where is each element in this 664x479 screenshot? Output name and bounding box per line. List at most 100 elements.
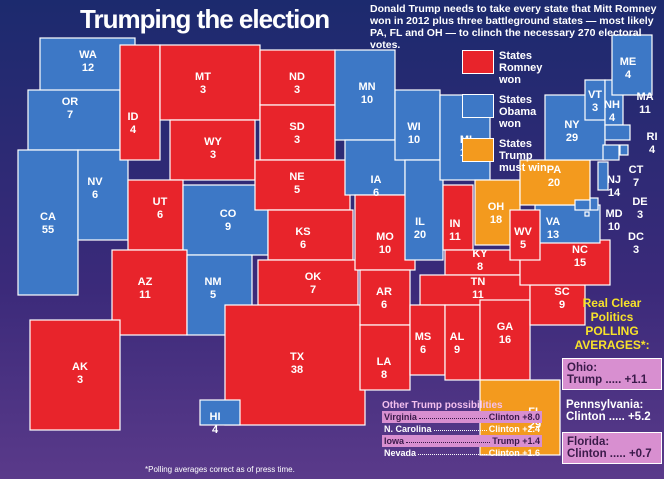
state-abbr: KY (472, 248, 488, 260)
state (334, 49, 396, 141)
possibility-result: Trump +1.4 (492, 436, 540, 446)
possibilities-rows: Virginia Clinton +8.0 N. Carolina Clinton +… (382, 411, 542, 459)
legend-item: States Obama won (462, 94, 559, 130)
leader (418, 412, 487, 419)
legend-swatch (462, 50, 494, 74)
state-votes: 11 (639, 104, 651, 116)
state-abbr: AK (72, 361, 88, 373)
legend-item: States Romney won (462, 50, 559, 86)
possibility-row: Iowa Trump +1.4 (382, 435, 542, 447)
state-abbr: OH (488, 201, 505, 213)
state-abbr: SD (289, 121, 304, 133)
state (404, 159, 444, 261)
state (119, 44, 161, 161)
state (444, 304, 481, 381)
state-abbr: VA (546, 216, 561, 228)
state-abbr: AR (376, 286, 392, 298)
state-votes: 15 (574, 257, 586, 269)
state-abbr: PA (547, 164, 562, 176)
state-votes: 8 (477, 261, 483, 273)
state-abbr: NJ (607, 174, 621, 186)
state-votes: 3 (633, 244, 639, 256)
legend-item: States Trump must win (462, 138, 559, 174)
state-votes: 3 (637, 209, 643, 221)
state-abbr: NV (87, 176, 103, 188)
state-abbr: MS (415, 331, 432, 343)
state-abbr: ME (620, 56, 637, 68)
state-votes: 3 (592, 102, 598, 114)
polling-heading: POLLING AVERAGES*: (574, 324, 650, 352)
state (574, 199, 591, 211)
poll-result: Clinton ..... +0.7 (567, 448, 652, 460)
state-abbr: WA (79, 49, 97, 61)
polling-box: Real Clear Politics POLLING AVERAGES*: O… (562, 296, 662, 464)
state (602, 144, 620, 161)
possibility-result: Clinton +1.6 (488, 448, 540, 458)
possibility-result: Clinton +2.4 (488, 424, 540, 434)
state-votes: 20 (548, 177, 560, 189)
state-abbr: KS (295, 226, 310, 238)
state (159, 44, 261, 121)
state-abbr: TX (290, 351, 305, 363)
state (519, 159, 591, 206)
state-abbr: VT (588, 89, 602, 101)
possibility-row: Nevada Clinton +1.6 (382, 447, 542, 459)
state (169, 119, 256, 181)
possibilities-heading: Other Trump possibilities (382, 400, 503, 411)
state-abbr: OK (305, 271, 322, 283)
poll-row: Ohio: Trump ..... +1.1 (562, 358, 662, 390)
state-votes: 18 (490, 214, 502, 226)
state (199, 399, 241, 426)
state-votes: 9 (559, 299, 565, 311)
state (611, 34, 653, 96)
legend-label: States Obama won (499, 94, 537, 130)
legend: States Romney won States Obama won States … (462, 50, 559, 182)
state (519, 239, 611, 286)
state (604, 124, 631, 141)
state-abbr: DC (628, 231, 644, 243)
state (259, 49, 336, 106)
state-votes: 4 (649, 144, 656, 156)
state-votes: 6 (92, 189, 98, 201)
state (442, 184, 474, 251)
description: Donald Trump needs to take every state t… (370, 3, 657, 51)
state (29, 319, 121, 431)
state-abbr: RI (647, 131, 658, 143)
state (589, 197, 599, 211)
poll-state: Florida: (567, 436, 610, 448)
state-votes: 7 (67, 109, 73, 121)
state-abbr: MO (376, 231, 394, 243)
state (509, 209, 541, 261)
state-abbr: MN (358, 81, 375, 93)
state-abbr: IA (371, 174, 382, 186)
possibilities: Other Trump possibilities Virginia Clinto… (382, 400, 542, 459)
poll-result: Trump ..... +1.1 (567, 374, 648, 386)
state-abbr: WV (514, 226, 532, 238)
legend-label: States Romney won (499, 50, 543, 86)
state-votes: 6 (381, 299, 387, 311)
state-abbr: MD (605, 208, 622, 220)
state-abbr: OR (62, 96, 79, 108)
state (597, 161, 609, 191)
state-votes: 38 (291, 364, 303, 376)
legend-swatch (462, 138, 494, 162)
state-votes: 5 (210, 289, 216, 301)
state (77, 149, 129, 241)
state-abbr: SC (554, 286, 569, 298)
state-votes: 20 (414, 229, 426, 241)
state-abbr: NM (204, 276, 221, 288)
state-abbr: DE (632, 196, 647, 208)
state-votes: 6 (157, 209, 163, 221)
title: Trumping the election (80, 4, 330, 34)
state-abbr: ID (128, 111, 139, 123)
state (257, 259, 359, 306)
state-votes: 3 (210, 149, 216, 161)
possibility-state: Nevada (384, 448, 417, 458)
state (224, 304, 366, 426)
poll-row: Florida: Clinton ..... +0.7 (562, 432, 662, 464)
state (619, 144, 629, 156)
state-votes: 11 (449, 231, 461, 243)
state-votes: 6 (300, 239, 306, 251)
polling-source: Real Clear Politics (582, 296, 642, 324)
